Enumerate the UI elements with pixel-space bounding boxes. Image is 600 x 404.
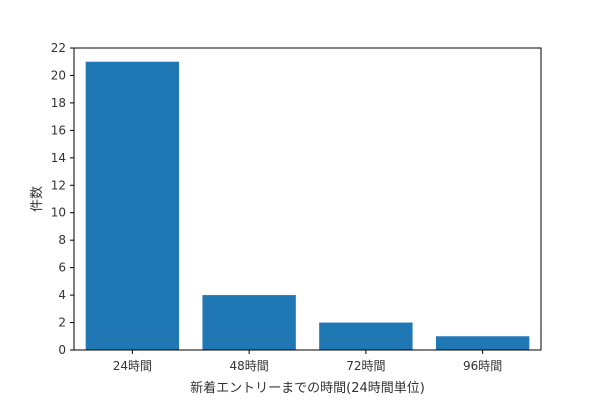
y-tick-label: 12 (51, 178, 66, 192)
y-tick-label: 0 (58, 343, 66, 357)
x-tick-label: 48時間 (229, 359, 268, 373)
bar-2 (202, 295, 296, 350)
x-tick-label: 72時間 (346, 359, 385, 373)
x-axis-ticks: 24時間 48時間 72時間 96時間 (113, 350, 502, 373)
bar-1 (85, 61, 180, 350)
x-tick-label: 96時間 (463, 359, 502, 373)
bar-3 (319, 322, 413, 350)
x-tick-label: 24時間 (113, 359, 152, 373)
bars-layer (85, 61, 530, 350)
y-tick-label: 22 (51, 41, 66, 55)
y-tick-label: 4 (58, 288, 66, 302)
y-tick-label: 6 (58, 261, 66, 275)
y-tick-label: 16 (51, 123, 66, 137)
y-tick-label: 8 (58, 233, 66, 247)
bar-4 (435, 336, 530, 350)
y-tick-label: 18 (51, 96, 66, 110)
y-axis-ticks: 0 2 4 6 8 10 12 14 16 18 20 22 (51, 41, 74, 357)
y-axis-label: 件数 (30, 186, 45, 212)
y-tick-label: 2 (58, 316, 66, 330)
y-tick-label: 20 (51, 68, 66, 82)
plot-frame (73, 47, 542, 351)
y-tick-label: 14 (51, 151, 66, 165)
y-tick-label: 10 (51, 206, 66, 220)
x-axis-label: 新着エントリーまでの時間(24時間単位) (190, 380, 425, 396)
